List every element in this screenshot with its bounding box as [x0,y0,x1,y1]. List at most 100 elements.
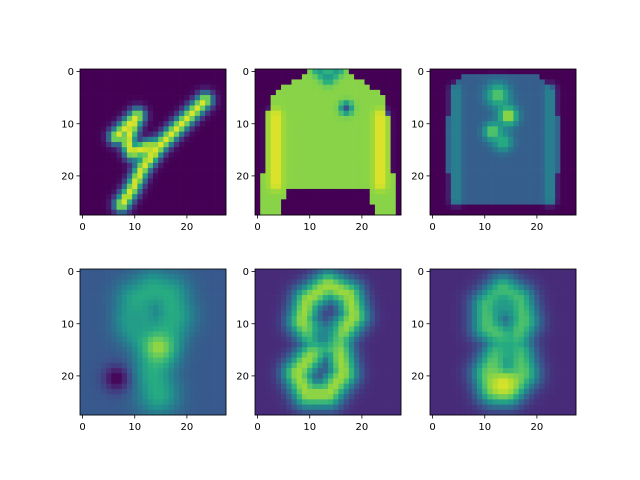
heatmap-cell [549,284,556,291]
heatmap-cell [142,305,149,312]
heatmap-cell [369,279,376,285]
heatmap-cell [126,315,133,322]
heatmap-cell [380,100,386,106]
heatmap-cell [565,289,572,296]
heatmap-cell [142,126,149,132]
heatmap-cell [503,142,509,148]
heatmap-cell [220,121,227,127]
heatmap-cell [534,362,540,369]
heatmap-cell [132,84,138,91]
heatmap-cell [210,378,216,385]
heatmap-cell [301,321,308,327]
heatmap-cell [121,126,128,132]
heatmap-cell [544,295,551,301]
heatmap-cell [184,373,190,379]
heatmap-cell [281,209,287,216]
heatmap-cell [503,284,509,291]
heatmap-cell [194,326,201,332]
heatmap-cell [142,357,149,364]
heatmap-cell [90,199,96,205]
heatmap-cell [570,173,577,179]
heatmap-cell [296,84,303,91]
heatmap-cell [487,404,493,411]
heatmap-cell [95,199,102,205]
heatmap-cell [220,89,227,96]
heatmap-cell [147,188,154,195]
heatmap-cell [385,69,391,75]
heatmap-cell [343,326,350,332]
heatmap-cell [100,399,107,405]
heatmap-cell [215,357,222,364]
heatmap-cell [518,284,525,291]
heatmap-cell [343,69,350,75]
heatmap-cell [168,74,175,80]
heatmap-cell [560,284,566,291]
heatmap-cell [518,95,525,101]
heatmap-cell [168,388,175,395]
heatmap-cell [440,336,446,343]
heatmap-cell [359,388,365,395]
heatmap-cell [445,74,452,80]
heatmap-cell [265,199,271,205]
heatmap-cell [487,352,493,358]
heatmap-cell [255,342,261,348]
heatmap-cell [322,173,329,179]
heatmap-cell [503,368,509,374]
heatmap-cell [275,162,282,169]
heatmap-cell [374,331,381,338]
heatmap-cell [492,399,499,405]
heatmap-cell [126,378,133,385]
heatmap-cell [260,310,266,317]
heatmap-cell [163,347,169,353]
heatmap-cell [348,110,355,117]
heatmap-cell [471,305,478,312]
heatmap-cell [364,126,371,132]
heatmap-cell [85,310,91,317]
heatmap-cell [338,188,344,195]
heatmap-cell [476,300,483,306]
heatmap-cell [503,347,509,353]
heatmap-cell [90,69,96,75]
heatmap-cell [106,115,112,122]
heatmap-cell [560,399,566,405]
heatmap-cell [158,409,164,416]
heatmap-cell [132,162,138,169]
heatmap-cell [544,321,551,327]
heatmap-cell [450,373,457,379]
heatmap-cell [312,373,318,379]
heatmap-cell [106,105,112,112]
heatmap-cell [445,183,452,190]
y-tick-label: 20 [411,371,424,382]
heatmap-cell [445,404,452,411]
heatmap-cell [450,168,457,174]
heatmap-cell [570,347,577,353]
heatmap-cell [364,388,371,395]
heatmap-cell [220,284,227,291]
heatmap-cell [348,84,355,91]
heatmap-cell [461,373,467,379]
heatmap-cell [80,295,86,301]
heatmap-cell [220,326,227,332]
heatmap-cell [549,178,556,185]
heatmap-cell [312,131,318,138]
heatmap-cell [461,110,467,117]
heatmap-cell [291,295,298,301]
heatmap-cell [374,121,381,127]
heatmap-cell [385,409,391,416]
heatmap-cell [194,305,201,312]
heatmap-cell [338,331,344,338]
heatmap-cell [265,105,271,112]
heatmap-cell [440,310,446,317]
heatmap-cell [466,279,473,285]
x-tick-label: 20 [356,422,369,433]
heatmap-cell [173,162,180,169]
heatmap-cell [189,79,196,85]
heatmap-cell [570,383,577,390]
heatmap-cell [153,194,159,200]
heatmap-cell [307,373,313,379]
heatmap-cell [374,69,381,75]
heatmap-cell [518,69,525,75]
heatmap-cell [142,183,149,190]
heatmap-cell [476,357,483,364]
heatmap-cell [220,209,227,216]
